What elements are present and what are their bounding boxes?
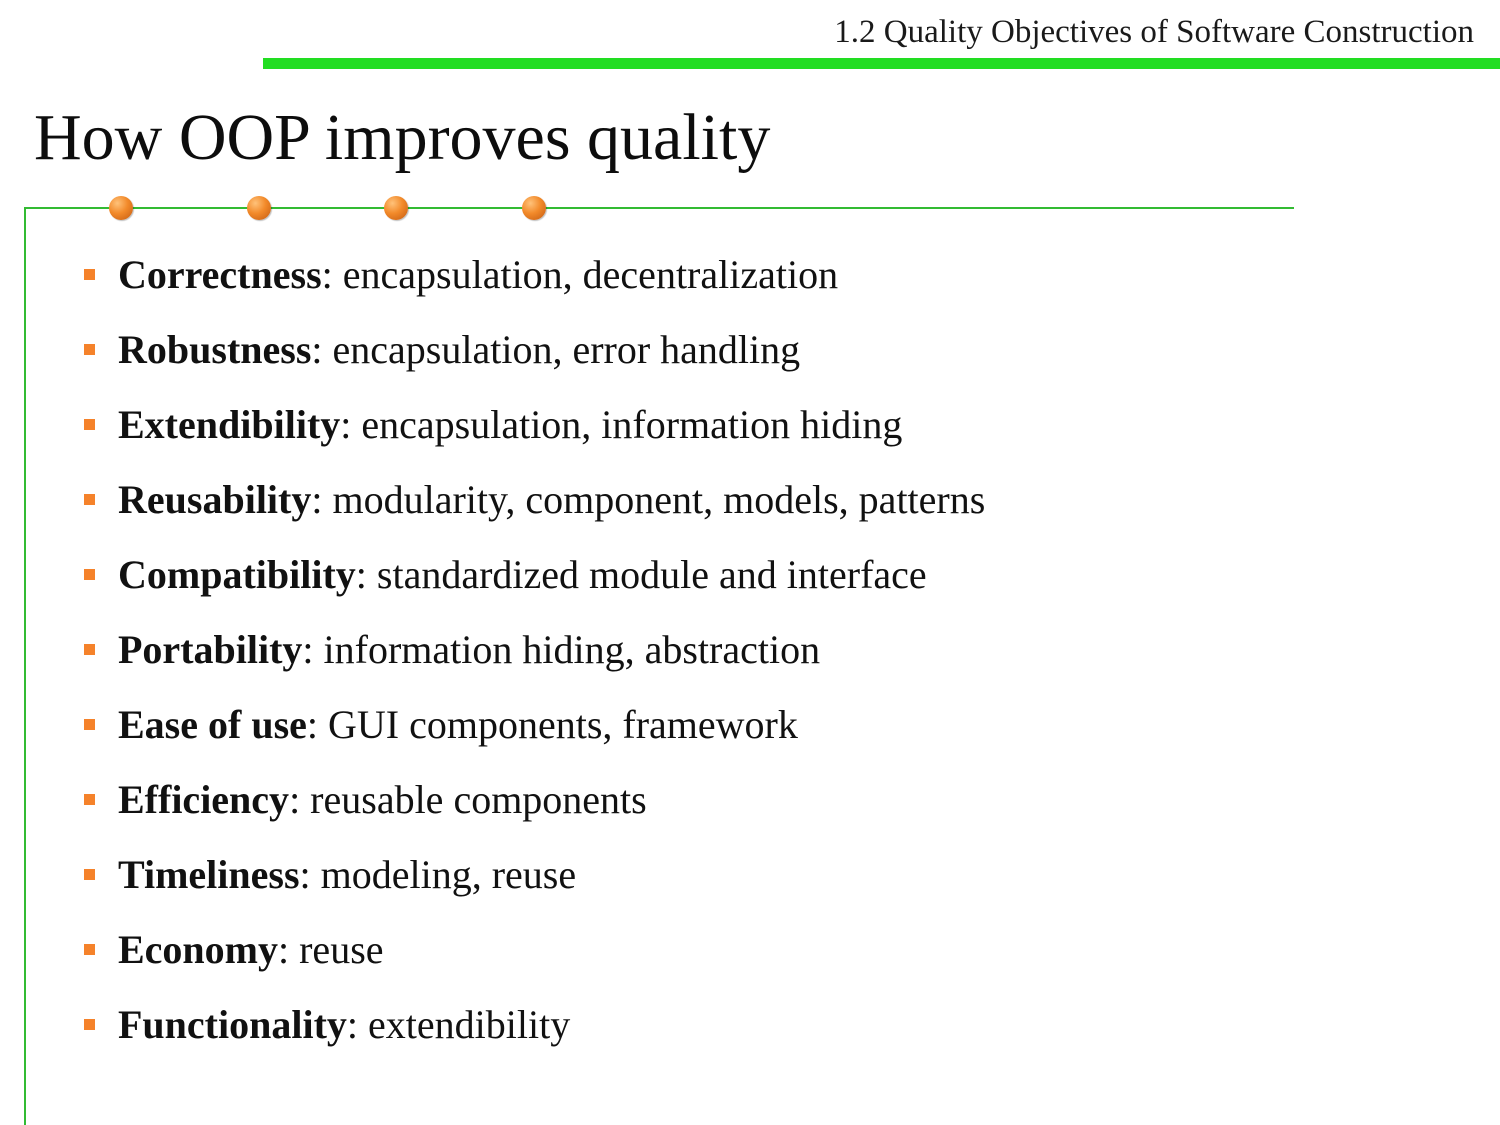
title-rule-horizontal [24,207,1294,209]
item-term: Extendibility [118,402,341,447]
title-rule-vertical [24,207,26,1125]
item-description: : extendibility [346,1002,571,1047]
bullet-marker [84,419,95,430]
item-term: Portability [118,627,303,672]
list-item: Ease of use: GUI components, framework [84,687,985,762]
bullet-marker [84,344,95,355]
item-description: : reusable components [289,777,647,822]
bullet-marker [84,719,95,730]
item-term: Reusability [118,477,312,522]
bullet-marker [84,644,95,655]
list-item: Functionality: extendibility [84,987,985,1062]
item-description: : GUI components, framework [306,702,798,747]
bullet-marker [84,869,95,880]
item-term: Correctness [118,252,322,297]
decorative-dot-4 [522,196,546,220]
item-term: Efficiency [118,777,290,822]
item-description: : modeling, reuse [299,852,577,897]
decorative-dot-1 [109,196,133,220]
item-term: Ease of use [118,702,307,747]
list-item: Economy: reuse [84,912,985,987]
item-description: : encapsulation, information hiding [340,402,903,447]
item-description: : reuse [278,927,384,972]
bullet-marker [84,1019,95,1030]
item-term: Timeliness [118,852,300,897]
item-term: Compatibility [118,552,356,597]
bullet-list: Correctness: encapsulation, decentraliza… [84,237,985,1062]
bullet-marker [84,794,95,805]
slide-title: How OOP improves quality [34,101,771,174]
list-item: Efficiency: reusable components [84,762,985,837]
item-term: Economy [118,927,278,972]
section-header: 1.2 Quality Objectives of Software Const… [834,14,1474,50]
list-item: Timeliness: modeling, reuse [84,837,985,912]
item-term: Robustness [118,327,312,372]
item-description: : modularity, component, models, pattern… [311,477,986,522]
list-item: Extendibility: encapsulation, informatio… [84,387,985,462]
decorative-dot-3 [384,196,408,220]
list-item: Portability: information hiding, abstrac… [84,612,985,687]
bullet-marker [84,569,95,580]
list-item: Robustness: encapsulation, error handlin… [84,312,985,387]
bullet-marker [84,269,95,280]
list-item: Correctness: encapsulation, decentraliza… [84,237,985,312]
list-item: Compatibility: standardized module and i… [84,537,985,612]
header-accent-bar [263,58,1500,69]
bullet-marker [84,944,95,955]
decorative-dot-2 [247,196,271,220]
bullet-marker [84,494,95,505]
item-description: : encapsulation, decentralization [321,252,839,297]
item-term: Functionality [118,1002,347,1047]
list-item: Reusability: modularity, component, mode… [84,462,985,537]
item-description: : information hiding, abstraction [302,627,821,672]
item-description: : standardized module and interface [355,552,927,597]
item-description: : encapsulation, error handling [311,327,801,372]
